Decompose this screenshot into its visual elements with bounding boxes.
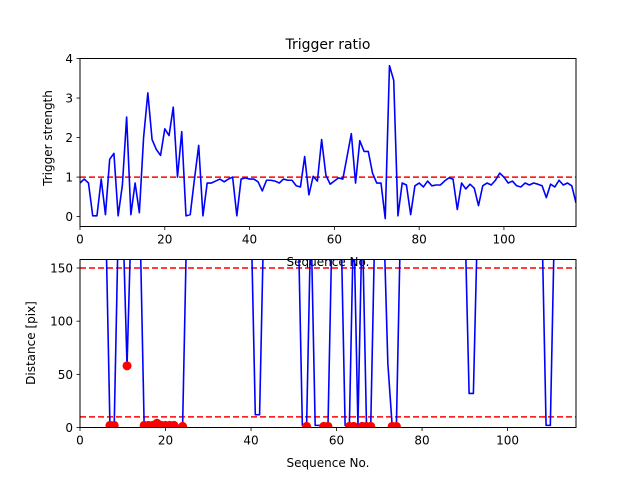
top-y-tick-label: 0	[65, 210, 73, 224]
top-series-line-0	[80, 64, 576, 220]
bottom-marker-point	[349, 421, 359, 428]
top-subplot: Trigger ratio Trigger strength Sequence …	[41, 37, 577, 269]
bottom-marker-point	[391, 421, 401, 428]
top-x-tick-label: 60	[327, 233, 342, 247]
top-chart-title: Trigger ratio	[284, 37, 370, 53]
bottom-marker-point	[178, 421, 188, 428]
bottom-marker-point	[302, 421, 312, 428]
top-y-tick-label: 3	[65, 92, 73, 106]
bottom-y-tick-label: 50	[58, 368, 73, 382]
top-plot-frame	[79, 58, 577, 227]
top-x-tick-label: 0	[76, 233, 84, 247]
top-y-tick-label: 2	[65, 131, 73, 145]
bottom-plot-frame	[79, 259, 577, 428]
bottom-marker-point	[323, 421, 333, 428]
bottom-y-axis-label: Distance [pix]	[24, 301, 38, 385]
bottom-marker-point	[169, 420, 179, 428]
top-x-tick-label: 20	[157, 233, 172, 247]
top-x-tick-label: 80	[412, 233, 427, 247]
bottom-x-tick-label: 60	[329, 434, 344, 448]
top-x-tick-label: 40	[242, 233, 257, 247]
bottom-x-tick-label: 0	[76, 434, 84, 448]
bottom-x-tick-label: 20	[158, 434, 173, 448]
bottom-marker-point	[109, 420, 119, 428]
top-x-axis-label: Sequence No.	[287, 255, 370, 269]
bottom-marker-point	[366, 421, 376, 428]
bottom-y-tick-label: 100	[50, 315, 73, 329]
bottom-x-axis-label: Sequence No.	[287, 456, 370, 470]
bottom-marker-point	[122, 361, 132, 371]
top-y-axis-label: Trigger strength	[41, 90, 55, 187]
bottom-x-tick-label: 40	[243, 434, 258, 448]
top-y-tick-label: 1	[65, 171, 73, 185]
bottom-x-tick-label: 100	[496, 434, 519, 448]
top-y-tick-label: 4	[65, 52, 73, 66]
bottom-subplot: Distance [pix] Sequence No. 0 20 40 60 80 100…	[24, 259, 577, 470]
bottom-y-tick-label: 150	[50, 262, 73, 276]
top-x-tick-label: 100	[492, 233, 515, 247]
bottom-y-tick-label: 0	[65, 421, 73, 435]
bottom-x-tick-label: 80	[414, 434, 429, 448]
